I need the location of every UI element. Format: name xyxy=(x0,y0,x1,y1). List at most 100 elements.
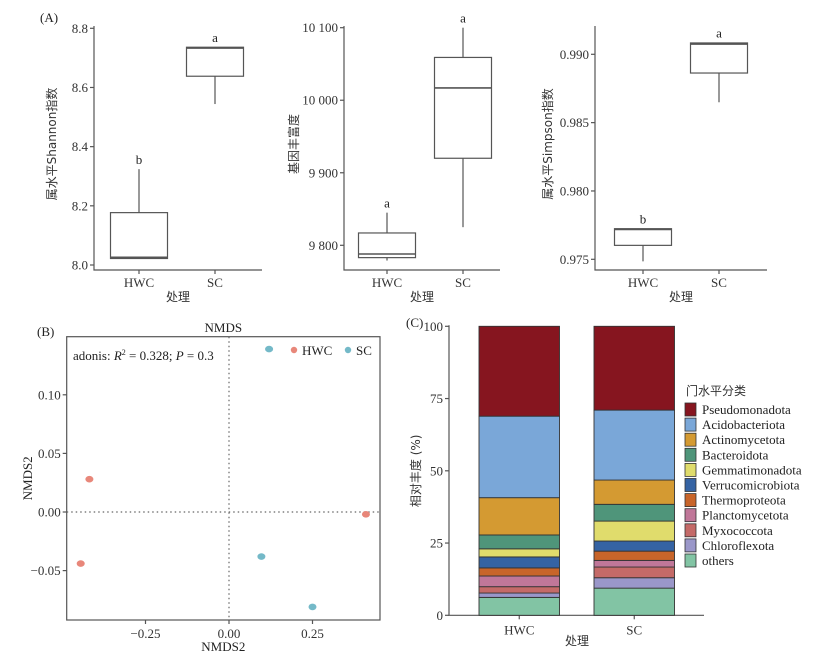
significance-letter: b xyxy=(640,211,647,226)
legend-label-verrucomicrobiota: Verrucomicrobiota xyxy=(702,478,800,493)
point-sc xyxy=(308,603,317,611)
y-tick-label: 8.6 xyxy=(72,80,89,95)
point-sc xyxy=(265,345,274,353)
annotation-r: R xyxy=(113,348,122,363)
y-tick-label: 0.00 xyxy=(38,505,61,520)
legend-label-hwc: HWC xyxy=(302,343,332,358)
box-iqr xyxy=(185,46,245,77)
y-tick-label: 75 xyxy=(430,391,443,406)
y-tick-label: 0.980 xyxy=(560,183,589,198)
x-tick-label: SC xyxy=(455,275,471,290)
legend-swatch-myxococcota xyxy=(684,523,697,538)
significance-letter: a xyxy=(384,196,390,211)
y-axis-title: 属水平Simpson指数 xyxy=(540,88,555,199)
bar-segment-others xyxy=(593,587,675,616)
x-tick-label: HWC xyxy=(372,275,402,290)
bar-segment-gemmatimonadota xyxy=(478,548,560,558)
legend-swatch-others xyxy=(684,553,697,568)
y-tick-label: 50 xyxy=(430,463,443,478)
legend: HWC SC xyxy=(290,343,372,358)
y-tick-label: 9 900 xyxy=(309,165,338,180)
x-tick-label: −0.25 xyxy=(130,626,160,641)
x-tick-label: SC xyxy=(207,275,223,290)
bar-segment-bacteroidota xyxy=(478,534,560,550)
x-axis-title: 处理 xyxy=(410,290,434,304)
box-iqr xyxy=(109,212,169,260)
x-axis-title: NMDS2 xyxy=(201,639,245,654)
legend-swatch-thermoproteota xyxy=(684,493,697,508)
annotation-r-value: = 0.328; xyxy=(126,348,176,363)
legend-label-sc: SC xyxy=(356,343,372,358)
y-tick-label: 8.2 xyxy=(72,198,88,213)
annotation-p-value: = 0.3 xyxy=(184,348,214,363)
legend-swatch-chloroflexota xyxy=(684,538,697,553)
annotation-p: P xyxy=(175,348,184,363)
box-hwc: b xyxy=(613,211,673,262)
y-tick-label: 0 xyxy=(437,608,444,623)
boxplot-a3: 0.975 0.980 0.985 0.990 HWC SC 处理 属水平Simpson指数 b… xyxy=(540,26,767,304)
axis-lines xyxy=(93,26,262,271)
legend-swatch-verrucomicrobiota xyxy=(684,478,697,492)
annotation-r-sup: 2 xyxy=(122,348,126,357)
panel-label-b: (B) xyxy=(37,324,54,339)
x-axis-title: 处理 xyxy=(669,290,693,304)
x-tick-label: HWC xyxy=(628,275,658,290)
bar-segment-planctomycetota xyxy=(478,575,560,588)
adonis-annotation: adonis: R2 = 0.328; P = 0.3 xyxy=(73,348,214,363)
y-axis-title: 基因丰富度 xyxy=(286,114,301,174)
significance-letter: a xyxy=(460,11,466,26)
significance-letter: a xyxy=(212,30,218,45)
axis-lines xyxy=(343,26,500,271)
bar-hwc xyxy=(478,325,560,616)
legend-swatch-acidobacteriota xyxy=(684,417,697,432)
y-tick-label: 8.8 xyxy=(72,21,88,36)
panel-label-c: (C) xyxy=(406,315,423,330)
y-tick-label: 100 xyxy=(424,319,444,334)
x-tick-label: HWC xyxy=(124,275,154,290)
legend-swatch-actinomycetota xyxy=(684,432,697,447)
bar-segment-planctomycetota xyxy=(593,559,675,568)
box-iqr xyxy=(433,56,493,159)
legend-label-others: others xyxy=(702,553,734,568)
legend-label-thermoproteota: Thermoproteota xyxy=(702,493,786,508)
legend-title: 门水平分类 xyxy=(686,383,746,398)
significance-letter: b xyxy=(136,152,143,167)
bar-segment-thermoproteota xyxy=(478,567,560,577)
legend-label-acidobacteriota: Acidobacteriota xyxy=(702,417,785,432)
box-hwc: b xyxy=(109,152,169,260)
y-tick-label: 25 xyxy=(430,536,443,551)
boxplot-a2: 9 800 9 900 10 000 10 100 HWC SC 处理 基因丰富度 a a xyxy=(286,11,500,304)
x-tick-label: SC xyxy=(711,275,727,290)
axis-lines xyxy=(594,26,767,271)
x-tick-label: 0.00 xyxy=(218,626,241,641)
significance-letter: a xyxy=(716,26,722,41)
y-tick-label: 0.975 xyxy=(560,252,589,267)
box-sc: a xyxy=(433,11,493,228)
legend-label-bacteroidota: Bacteroidota xyxy=(702,447,769,462)
bar-segment-myxococcota xyxy=(593,566,675,579)
y-tick-label: 0.05 xyxy=(38,446,61,461)
x-tick-label: 0.25 xyxy=(301,626,324,641)
y-tick-label: 0.10 xyxy=(38,387,61,402)
bar-segment-actinomycetota xyxy=(478,497,560,536)
chart-title: NMDS xyxy=(205,320,243,335)
box-iqr xyxy=(689,42,749,74)
bar-segment-chloroflexota xyxy=(478,592,560,598)
legend-label-gemmatimonadota: Gemmatimonadota xyxy=(702,462,802,477)
y-tick-label: 8.0 xyxy=(72,258,88,273)
legend-swatch-sc xyxy=(344,346,352,354)
annotation-prefix: adonis: xyxy=(73,348,114,363)
legend-label-chloroflexota: Chloroflexota xyxy=(702,538,774,553)
bar-segment-pseudomonadota xyxy=(478,325,560,417)
y-tick-label: −0.05 xyxy=(31,563,61,578)
legend-label-myxococcota: Myxococcota xyxy=(702,523,773,538)
bar-segment-pseudomonadota xyxy=(593,325,675,411)
point-hwc xyxy=(85,475,94,483)
legend-swatch-hwc xyxy=(290,346,298,354)
bar-segment-thermoproteota xyxy=(593,550,675,561)
y-tick-label: 10 100 xyxy=(302,20,338,35)
bar-segment-acidobacteriota xyxy=(593,409,675,481)
x-axis-title: 处理 xyxy=(166,290,190,304)
box-iqr xyxy=(613,228,673,246)
bar-segment-verrucomicrobiota xyxy=(478,556,560,569)
